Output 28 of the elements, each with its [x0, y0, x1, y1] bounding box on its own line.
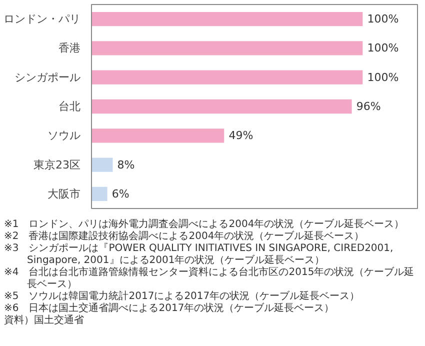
- bar: [92, 156, 114, 173]
- text: ※5 ソウルは韓国電力統計2017による2017年の状況（ケーブル延長ベース）: [4, 291, 361, 302]
- y-tick-label: 東京23区: [34, 158, 81, 172]
- text: ※3 シンガポールは『POWER QUALITY INITIATIVES IN SINGAPORE, CIRED2001, Singapore, 2001』による2001年の状況（ケーブル延長ベース）: [4, 243, 394, 266]
- bar: [92, 40, 364, 56]
- bar: [92, 98, 353, 115]
- text: ※1 ロンドン、パリは海外電力調査会調べによる2004年の状況（ケーブル延長ベース）: [4, 219, 406, 230]
- y-tick-label: ソウル: [48, 129, 80, 142]
- data-label: 96%: [356, 100, 381, 113]
- bar: [92, 69, 364, 86]
- data-label: 49%: [228, 129, 254, 142]
- y-tick-label: ロンドン・パリ: [4, 12, 80, 26]
- text: 資料）国土交通省: [4, 315, 85, 327]
- y-tick-label: 香港: [58, 42, 80, 55]
- data-label: 6%: [112, 187, 130, 200]
- bar: [92, 128, 226, 144]
- text: ※2 香港は国際建設技術協会調べによる2004年の状況（ケーブル延長ベース）: [4, 231, 366, 242]
- data-label: 100%: [367, 70, 399, 84]
- y-tick-label: シンガポール: [14, 70, 80, 84]
- data-label: 8%: [117, 158, 135, 172]
- y-tick-label: 台北: [58, 100, 80, 113]
- data-label: 100%: [367, 42, 399, 55]
- data-label: 100%: [367, 12, 399, 26]
- text: ※6 日本は国土交通省調べによる2017年の状況（ケーブル延長ベース）: [4, 303, 336, 314]
- bar: [92, 186, 108, 202]
- bar: [92, 10, 364, 28]
- y-tick-label: 大阪市: [48, 187, 80, 200]
- text: ※4 台北は台北市道路管線情報センター資料による台北市区の2015年の状況（ケーブル延長ベース）: [4, 267, 416, 290]
